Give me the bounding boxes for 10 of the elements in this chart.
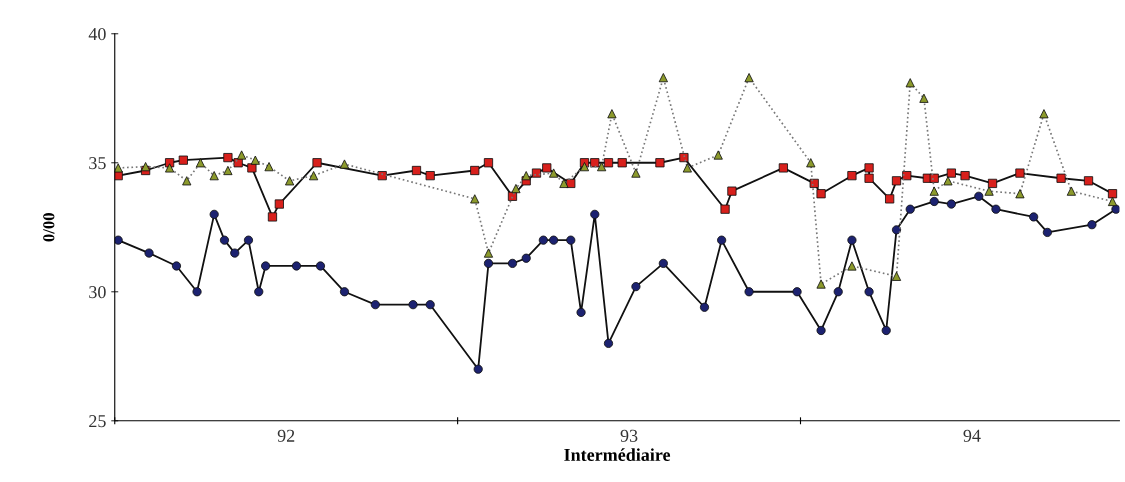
x-tick-label: 94	[963, 429, 981, 442]
x-axis-title: Intermédiaire	[564, 448, 671, 461]
x-tick-label: 92	[277, 429, 295, 442]
y-tick-label: 35	[89, 157, 106, 170]
point	[987, 178, 998, 188]
y-tick-label: 25	[89, 415, 106, 428]
x-tick-label: 93	[620, 429, 638, 442]
y-tick-label: 40	[88, 28, 106, 41]
y-tick-label: 30	[89, 286, 106, 299]
y-axis-title: 0/00	[43, 213, 55, 242]
